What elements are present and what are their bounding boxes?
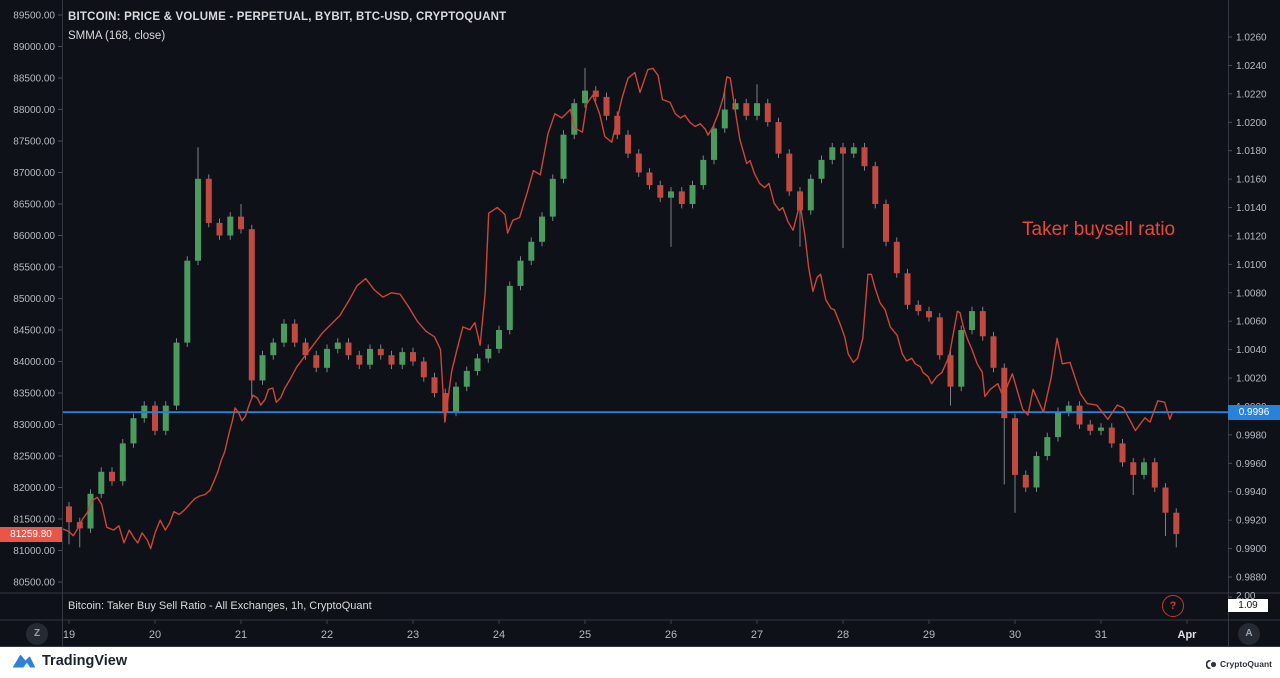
tradingview-logo[interactable]: TradingView <box>12 652 127 669</box>
svg-text:22: 22 <box>321 629 333 641</box>
chart-title: BITCOIN: PRICE & VOLUME - PERPETUAL, BYB… <box>68 11 507 23</box>
current-price-label: 81259.80 <box>0 527 62 542</box>
svg-text:26: 26 <box>665 629 677 641</box>
auto-scale-button[interactable]: A <box>1238 623 1260 645</box>
svg-text:1.0060: 1.0060 <box>1236 317 1267 328</box>
svg-text:83500.00: 83500.00 <box>13 389 55 400</box>
svg-text:28: 28 <box>837 629 849 641</box>
svg-text:25: 25 <box>579 629 591 641</box>
svg-text:1.0200: 1.0200 <box>1236 118 1267 129</box>
svg-text:24: 24 <box>493 629 505 641</box>
help-icon[interactable]: ? <box>1162 595 1184 617</box>
svg-text:0.9880: 0.9880 <box>1236 573 1267 584</box>
svg-text:21: 21 <box>235 629 247 641</box>
svg-text:88500.00: 88500.00 <box>13 74 55 85</box>
svg-text:1.0160: 1.0160 <box>1236 175 1267 186</box>
ratio-series-label: Taker buysell ratio <box>1022 219 1176 240</box>
bottom-pane-current-value: 1.09 <box>1228 599 1268 612</box>
svg-text:84500.00: 84500.00 <box>13 326 55 337</box>
svg-text:29: 29 <box>923 629 935 641</box>
price-axis[interactable]: 89500.00 89000.00 88500.00 88000.00 87500.00… <box>13 11 62 589</box>
svg-text:1.0140: 1.0140 <box>1236 203 1267 214</box>
cryptoquant-logo-text: CryptoQuant <box>1220 659 1272 669</box>
svg-text:1.0080: 1.0080 <box>1236 288 1267 299</box>
svg-text:81500.00: 81500.00 <box>13 515 55 526</box>
svg-text:86500.00: 86500.00 <box>13 200 55 211</box>
bottom-pane-title: Bitcoin: Taker Buy Sell Ratio - All Exch… <box>68 600 372 612</box>
chart-plot-area[interactable] <box>62 0 1228 593</box>
svg-text:82500.00: 82500.00 <box>13 452 55 463</box>
svg-text:1.0260: 1.0260 <box>1236 33 1267 44</box>
footer-bar: TradingView CryptoQuant <box>0 647 1280 678</box>
svg-text:0.9920: 0.9920 <box>1236 516 1267 527</box>
svg-text:23: 23 <box>407 629 419 641</box>
svg-text:87000.00: 87000.00 <box>13 168 55 179</box>
cryptoquant-icon <box>1206 659 1217 669</box>
candlestick-series <box>66 67 1180 548</box>
svg-text:87500.00: 87500.00 <box>13 137 55 148</box>
svg-text:1.0220: 1.0220 <box>1236 89 1267 100</box>
timezone-button[interactable]: Z <box>26 623 48 645</box>
svg-text:27: 27 <box>751 629 763 641</box>
svg-text:31: 31 <box>1095 629 1107 641</box>
svg-text:1.0100: 1.0100 <box>1236 260 1267 271</box>
svg-text:89000.00: 89000.00 <box>13 42 55 53</box>
svg-text:0.9980: 0.9980 <box>1236 430 1267 441</box>
svg-text:30: 30 <box>1009 629 1021 641</box>
svg-text:1.0040: 1.0040 <box>1236 345 1267 356</box>
svg-text:85000.00: 85000.00 <box>13 294 55 305</box>
svg-text:0.9940: 0.9940 <box>1236 487 1267 498</box>
svg-text:1.0020: 1.0020 <box>1236 374 1267 385</box>
svg-text:20: 20 <box>149 629 161 641</box>
tradingview-logo-text: TradingView <box>42 652 128 669</box>
bottom-pane-axis-tick: 2.00 <box>1236 591 1256 602</box>
indicator-label: SMMA (168, close) <box>68 30 166 42</box>
svg-text:1.0120: 1.0120 <box>1236 231 1267 242</box>
ratio-axis[interactable]: 1.0260 1.0240 1.0220 1.0200 1.0180 1.0160 1.01… <box>1228 33 1267 606</box>
tradingview-mountain-icon <box>12 655 36 668</box>
chart-canvas[interactable]: 89500.00 89000.00 88500.00 88000.00 87500.00… <box>0 0 1280 647</box>
ratio-line-series <box>61 67 1174 550</box>
svg-text:Apr: Apr <box>1178 629 1198 641</box>
current-ratio-label: 0.9996 <box>1228 405 1280 420</box>
svg-text:19: 19 <box>63 629 75 641</box>
svg-text:0.9900: 0.9900 <box>1236 544 1267 555</box>
svg-text:82000.00: 82000.00 <box>13 483 55 494</box>
time-axis[interactable]: 19 20 21 22 23 24 25 26 27 28 29 30 31 Apr <box>63 620 1197 641</box>
svg-text:1.0180: 1.0180 <box>1236 146 1267 157</box>
svg-text:88000.00: 88000.00 <box>13 105 55 116</box>
svg-text:89500.00: 89500.00 <box>13 11 55 22</box>
svg-text:81000.00: 81000.00 <box>13 546 55 557</box>
svg-text:83000.00: 83000.00 <box>13 420 55 431</box>
svg-text:1.0240: 1.0240 <box>1236 61 1267 72</box>
svg-text:86000.00: 86000.00 <box>13 231 55 242</box>
cryptoquant-logo[interactable]: CryptoQuant <box>1206 659 1272 669</box>
svg-text:0.9960: 0.9960 <box>1236 459 1267 470</box>
svg-text:80500.00: 80500.00 <box>13 578 55 589</box>
svg-text:84000.00: 84000.00 <box>13 357 55 368</box>
pane-separators <box>0 0 1280 647</box>
svg-text:85500.00: 85500.00 <box>13 263 55 274</box>
